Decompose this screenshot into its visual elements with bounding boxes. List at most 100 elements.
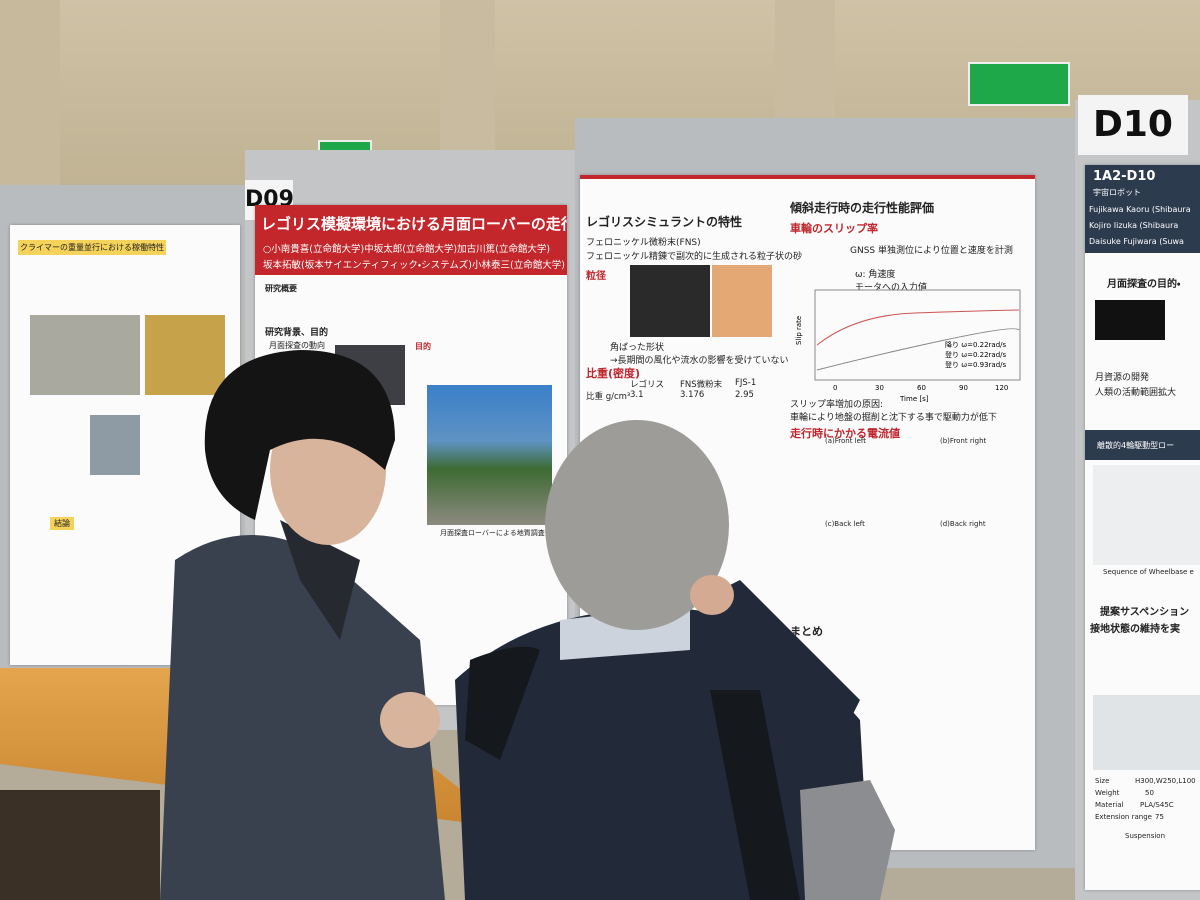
plot-frame [814,289,1021,381]
curve [816,309,1020,346]
text: ω: 角速度 [855,270,896,280]
section-heading: 傾斜走行時の走行性能評価 [790,201,935,215]
bullet: 月資源の開発 [1095,373,1150,383]
section-heading: 離散的4輪駆動型ロー [1097,441,1175,450]
spec-value: H300,W250,L100 [1135,777,1196,785]
hand [380,692,440,748]
diagram [1093,695,1200,770]
slip-chart: Slip rate 0 30 60 90 120 Time [s] 降り ω=0… [795,289,1021,403]
panel-label: (c)Back left [825,520,865,528]
table-cell: 2.95 [735,390,754,400]
section-heading: 研究背景、目的 [265,328,329,338]
poster: 1A2-D10 宇宙ロボット Fujikawa Kaoru (Shibaura … [1085,165,1200,890]
photo-figure [30,315,140,395]
photo-figure [90,415,140,475]
panel-label: (b)Front right [940,437,987,445]
spec-key: Material [1095,801,1124,809]
spec-key: Weight [1095,789,1120,797]
section-heading: 比重(密度) [586,367,641,380]
legend: 登り ω=0.93rad/s [945,360,1007,369]
spec-value: 50 [1145,789,1154,797]
table-cell: 3.1 [630,390,644,400]
caption: 月面探査ローバーによる地質調査 [440,529,545,537]
text: GNSS 単独測位により位置と速度を計測 [850,246,1013,256]
spec-key: Extension range [1095,813,1152,821]
table-label: 比重 g/cm³ [586,392,631,402]
exit-sign [968,62,1070,106]
hand [690,575,734,615]
section-heading: 目的 [415,342,431,351]
tick-label: 30 [875,384,884,392]
legend: 登り ω=0.22rad/s [945,350,1007,359]
panel-label: (a)Front left [825,437,867,445]
poster-id: 1A2-D10 [1093,169,1156,184]
poster-heading: クライマーの重量並行における稼働特性 [18,240,166,255]
person-suit [160,535,445,900]
section-heading: 結論 [50,517,74,530]
authors: Kojiro Iizuka (Shibaura [1089,221,1179,230]
photo-figure [427,385,552,525]
section-heading: 粒径 [586,271,606,282]
top-rule [580,175,1035,179]
spec-value: PLA/S45C [1140,801,1174,809]
axis-label: Time [s] [899,395,929,403]
section-heading: レゴリスシミュラントの特性 [586,215,743,229]
header-bar [1085,165,1200,253]
authors: ○小南貴喜(立命館大学)中坂太郎(立命館大学)加古川篤(立命館大学) [263,244,551,255]
table-header: レゴリス [630,380,665,390]
panel-label: (d)Back right [940,520,986,528]
table-header: FJS-1 [735,378,757,388]
spec-key: Size [1095,777,1110,785]
bag-strap [465,646,540,760]
bag-strap [710,690,800,900]
section-bar [1085,430,1200,460]
section-heading: 車輪のスリップ率 [790,222,878,235]
text: →長期間の風化や流水の影響を受けていない [610,356,789,366]
text: フェロニッケル精錬で副次的に生成される粒子状の砂 [586,252,803,262]
section-heading: 提案サスペンション [1100,607,1190,618]
title-bar [255,205,567,275]
authors: Daisuke Fujiwara (Suwa [1089,237,1184,246]
micrograph [712,265,772,337]
booth-sign: D10 [1078,95,1188,155]
section-heading: 研究概要 [265,284,297,293]
pillar [0,0,60,200]
shirt [280,520,360,640]
authors: Fujikawa Kaoru (Shibaura [1089,205,1191,214]
text: 車輪により地盤の掘削と沈下する事で駆動力が低下 [790,413,997,423]
legend: 降り ω=0.22rad/s [945,340,1007,349]
section-heading: 月面探査の目的・ [1107,279,1181,290]
spec-value: 75 [1155,813,1164,821]
pillar [775,0,835,130]
tick-label: 0 [833,384,837,392]
tick-label: 90 [959,384,968,392]
tick-label: 60 [917,384,926,392]
desk-shadow [0,790,160,900]
section-heading: 接地状態の維持を実 [1090,624,1180,635]
table-header: FNS微粉末 [680,380,723,390]
authors: 坂本拓敏(坂本サイエンティフィック・システムズ)小林泰三(立命館大学) [263,260,565,271]
gray-hair [545,420,729,630]
micrograph [630,265,710,337]
pillar [440,0,495,150]
hair [204,350,395,520]
camera-lens [800,780,895,900]
caption: Suspension [1125,832,1166,840]
section-heading: まとめ [790,625,823,638]
section-heading: 月面探査の動向 [269,341,325,350]
tick-label: 120 [995,384,1008,392]
axis-label: Slip rate [795,316,803,345]
section-heading: 走行時にかかる電流値 [790,427,900,440]
curve [816,328,1020,371]
poster-title: レゴリス模擬環境における月面ローバーの走行特性 [261,215,567,233]
diagram [1093,465,1200,565]
text: フェロニッケル微粉末(FNS) [586,238,701,248]
field: 宇宙ロボット [1093,188,1141,197]
photo-figure [145,315,225,395]
arm [700,580,860,760]
text: モータへの入力値 [855,283,928,293]
text: 角ばった形状 [610,343,665,353]
caption: Sequence of Wheelbase e [1103,568,1194,576]
